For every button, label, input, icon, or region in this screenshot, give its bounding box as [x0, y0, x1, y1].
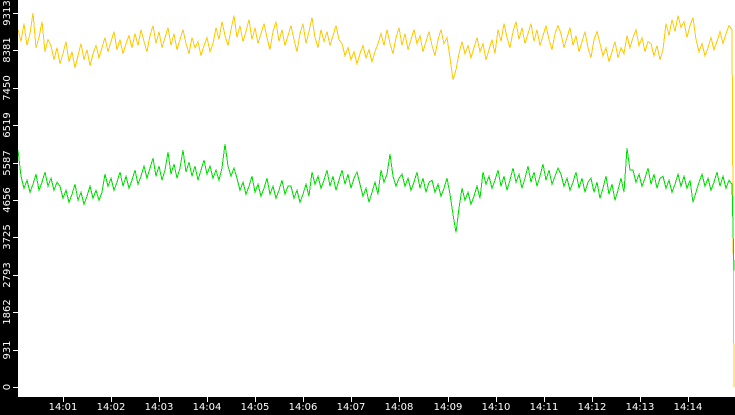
- x-tick: [544, 397, 545, 402]
- y-tick: [13, 125, 18, 126]
- y-tick: [13, 163, 18, 164]
- y-tick: [13, 387, 18, 388]
- y-tick-label: 931: [2, 340, 13, 360]
- x-tick-label: 14:05: [240, 402, 270, 413]
- y-tick-label: 3725: [2, 224, 13, 250]
- series-green-line: [17, 143, 735, 271]
- y-tick: [13, 13, 18, 14]
- x-tick-label: 14:02: [96, 402, 126, 413]
- y-tick-label: 8381: [2, 37, 13, 63]
- x-tick: [159, 397, 160, 402]
- x-tick-label: 14:07: [336, 402, 366, 413]
- y-tick-label: 6519: [2, 112, 13, 138]
- x-tick: [303, 397, 304, 402]
- plot-area: [17, 12, 735, 388]
- y-tick: [13, 50, 18, 51]
- y-tick-label: 1862: [2, 299, 13, 325]
- x-tick-label: 14:08: [384, 402, 414, 413]
- y-tick-label: 0: [2, 383, 13, 391]
- x-tick-label: 14:11: [529, 402, 559, 413]
- x-tick: [399, 397, 400, 402]
- x-tick: [351, 397, 352, 402]
- x-tick-label: 14:14: [673, 402, 703, 413]
- x-tick: [255, 397, 256, 402]
- x-tick-label: 14:01: [48, 402, 78, 413]
- x-tick: [640, 397, 641, 402]
- y-tick: [13, 275, 18, 276]
- x-tick-label: 14:09: [433, 402, 463, 413]
- x-tick: [448, 397, 449, 402]
- x-tick: [111, 397, 112, 402]
- x-tick-label: 14:13: [625, 402, 655, 413]
- x-tick: [688, 397, 689, 402]
- x-tick: [63, 397, 64, 402]
- y-tick-label: 4656: [2, 187, 13, 213]
- x-tick-label: 14:06: [288, 402, 318, 413]
- x-tick: [592, 397, 593, 402]
- y-tick: [13, 88, 18, 89]
- y-axis: 0 931 1862 2793 3725 4656 5587 6519 7450 8381 9313: [0, 0, 18, 415]
- x-tick: [207, 397, 208, 402]
- x-tick-label: 14:03: [144, 402, 174, 413]
- y-tick-label: 9313: [2, 0, 13, 26]
- y-tick: [13, 200, 18, 201]
- y-tick: [13, 312, 18, 313]
- y-tick-label: 2793: [2, 262, 13, 288]
- y-tick-label: 5587: [2, 150, 13, 176]
- y-tick: [13, 237, 18, 238]
- x-tick-label: 14:10: [481, 402, 511, 413]
- y-tick-label: 7450: [2, 75, 13, 101]
- series-canvas: [17, 12, 735, 388]
- y-tick: [13, 350, 18, 351]
- x-tick: [496, 397, 497, 402]
- series-yellow-line: [17, 12, 735, 388]
- x-tick-label: 14:04: [192, 402, 222, 413]
- x-tick-label: 14:12: [577, 402, 607, 413]
- x-axis: 14:01 14:02 14:03 14:04 14:05 14:06 14:07 14:08…: [0, 397, 735, 415]
